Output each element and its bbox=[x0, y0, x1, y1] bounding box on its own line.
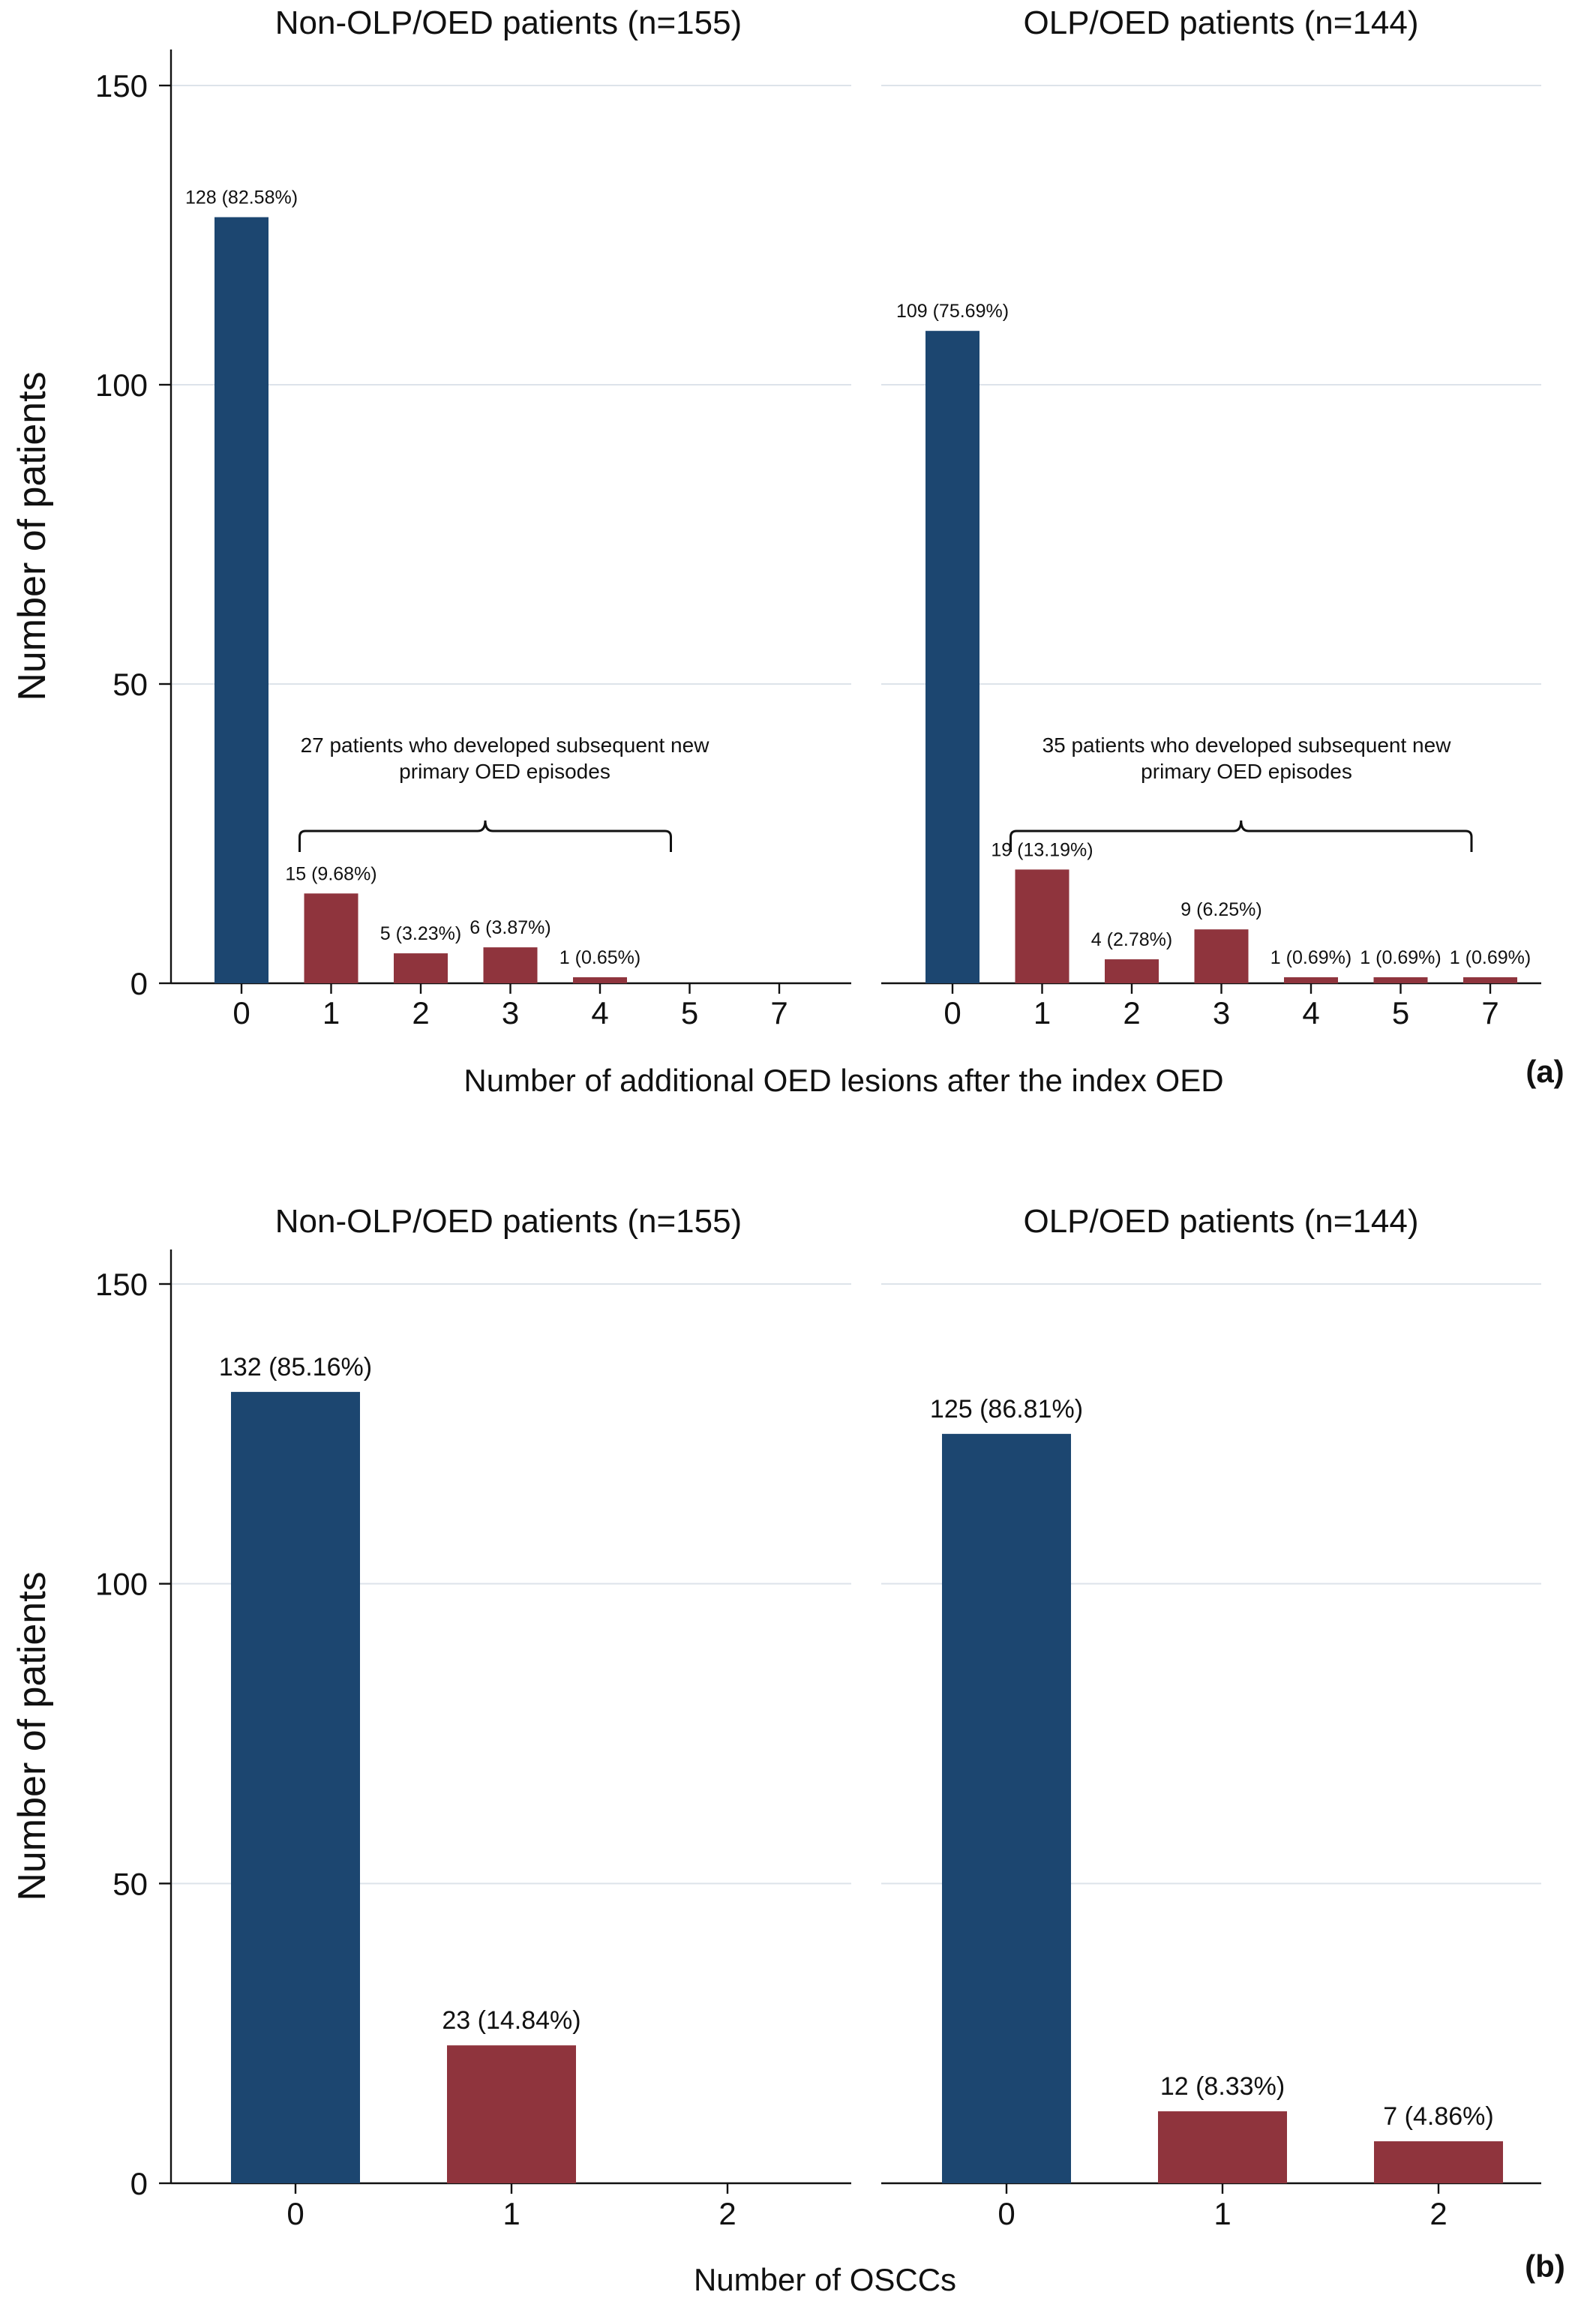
panel-a-y-tick-label-150: 150 bbox=[95, 68, 148, 104]
panel-b-y-tick-label-0: 0 bbox=[130, 2166, 148, 2201]
panel-a-x-axis-label: Number of additional OED lesions after t… bbox=[464, 1063, 1223, 1098]
panel-b-subplot-0-x-tick-label-2: 2 bbox=[718, 2196, 736, 2231]
panel-a-subplot-1-x-tick-label-5: 5 bbox=[1392, 995, 1409, 1030]
panel-a-subplot-0-data-label-3: 6 (3.87%) bbox=[470, 917, 550, 938]
panel-a-subplot-0-x-tick-label-7: 7 bbox=[770, 995, 788, 1030]
panel-a-subplot-0-bar-4 bbox=[573, 977, 627, 983]
panel-a-subplot-1-data-label-5: 1 (0.69%) bbox=[1360, 947, 1441, 968]
panel-b-letter: (b) bbox=[1525, 2248, 1565, 2284]
panel-a-right-title: OLP/OED patients (n=144) bbox=[1023, 4, 1418, 41]
panel-b-left-title: Non-OLP/OED patients (n=155) bbox=[275, 1203, 742, 1240]
panel-a-subplot-1-data-label-2: 4 (2.78%) bbox=[1091, 929, 1172, 950]
panel-a-subplot-1-x-tick-label-3: 3 bbox=[1213, 995, 1230, 1030]
panel-b-subplot-1-bar-0 bbox=[942, 1433, 1071, 2183]
panel-a-subplot-1-data-label-0: 109 (75.69%) bbox=[896, 301, 1009, 322]
panel-a-subplot-0-x-tick-label-4: 4 bbox=[591, 995, 608, 1030]
panel-a-subplot-1-bar-0 bbox=[926, 331, 980, 983]
panel-b-subplot-0-data-label-1: 23 (14.84%) bbox=[442, 2006, 580, 2035]
panel-a-subplot-1-bar-3 bbox=[1194, 929, 1249, 983]
panel-a-subplot-0-x-tick-label-2: 2 bbox=[412, 995, 429, 1030]
panel-a-subplot-1-x-tick-label-7: 7 bbox=[1481, 995, 1498, 1030]
panel-b-y-tick-label-100: 100 bbox=[95, 1567, 148, 1602]
panel-a-y-tick-label-100: 100 bbox=[95, 368, 148, 403]
panel-a-y-axis-label: Number of patients bbox=[10, 371, 54, 700]
panel-a-subplot-1-x-tick-label-2: 2 bbox=[1123, 995, 1140, 1030]
panel-a-subplot-0-bar-0 bbox=[214, 217, 268, 983]
panel-b-y-tick-label-50: 50 bbox=[112, 1866, 148, 1901]
panel-a-subplot-0-bar-2 bbox=[394, 953, 448, 983]
panel-a-subplot-1-data-label-3: 9 (6.25%) bbox=[1180, 899, 1262, 920]
panel-a-subplot-1-x-tick-label-0: 0 bbox=[944, 995, 961, 1030]
panel-b-subplot-1-data-label-0: 125 (86.81%) bbox=[930, 1395, 1083, 1424]
panel-a-left-annotation-line2: primary OED episodes bbox=[399, 760, 610, 783]
panel-a-subplot-1-bar-2 bbox=[1105, 959, 1159, 983]
panel-a-y-tick-label-50: 50 bbox=[112, 667, 148, 702]
panel-a-subplot-1-x-tick-label-4: 4 bbox=[1302, 995, 1319, 1030]
panel-a-subplot-0-x-tick-label-5: 5 bbox=[681, 995, 698, 1030]
panel-a-subplot-0-data-label-1: 15 (9.68%) bbox=[285, 863, 376, 884]
panel-a-subplot-1-bar-4 bbox=[1284, 977, 1338, 983]
panel-a-subplot-1-bar-7 bbox=[1463, 977, 1517, 983]
panel-a-left-title: Non-OLP/OED patients (n=155) bbox=[275, 4, 742, 41]
panel-a-subplot-0-data-label-4: 1 (0.65%) bbox=[560, 947, 640, 968]
panel-a-subplot-1-data-label-4: 1 (0.69%) bbox=[1270, 947, 1352, 968]
panel-a-subplot-1-bar-1 bbox=[1015, 869, 1070, 983]
panel-a-subplot-0-annotation-brace bbox=[298, 820, 672, 852]
panel-b-subplot-1-bar-1 bbox=[1158, 2111, 1287, 2183]
panel-a-letter: (a) bbox=[1526, 1054, 1564, 1089]
panel-b-subplot-0-data-label-0: 132 (85.16%) bbox=[219, 1353, 372, 1382]
panel-a-subplot-1-data-label-7: 1 (0.69%) bbox=[1450, 947, 1531, 968]
panel-a-subplot-0-data-label-0: 128 (82.58%) bbox=[185, 188, 298, 208]
panel-b-subplot-1-x-tick-label-0: 0 bbox=[998, 2196, 1015, 2231]
panel-b-subplot-0-x-tick-label-1: 1 bbox=[502, 2196, 520, 2231]
panel-b-subplot-0-x-tick-label-0: 0 bbox=[286, 2196, 304, 2231]
panel-a-subplot-0-x-tick-label-1: 1 bbox=[322, 995, 340, 1030]
panel-a-subplot-1-bar-5 bbox=[1373, 977, 1428, 983]
panel-b-right-title: OLP/OED patients (n=144) bbox=[1023, 1203, 1418, 1240]
panel-a-subplot-0-x-tick-label-0: 0 bbox=[232, 995, 250, 1030]
panel-b-subplot-0-bar-1 bbox=[447, 2045, 576, 2183]
panel-b-subplot-1-bar-2 bbox=[1374, 2141, 1503, 2183]
panel-b-y-tick-label-150: 150 bbox=[95, 1267, 148, 1302]
panel-b-subplot-1-data-label-2: 7 (4.86%) bbox=[1383, 2102, 1493, 2131]
panel-b-x-axis-label: Number of OSCCs bbox=[694, 2262, 956, 2297]
panel-a-subplot-0-bar-3 bbox=[483, 947, 538, 983]
panel-b-subplot-0-bar-0 bbox=[231, 1391, 360, 2183]
panel-b-y-axis-label: Number of patients bbox=[10, 1571, 54, 1900]
panel-a-y-tick-label-0: 0 bbox=[130, 966, 148, 1001]
panel-a-right-annotation-line2: primary OED episodes bbox=[1141, 760, 1352, 783]
panel-a-left-annotation-line1: 27 patients who developed subsequent new bbox=[301, 734, 710, 757]
panel-b-subplot-1-x-tick-label-2: 2 bbox=[1430, 2196, 1447, 2231]
panel-a-subplot-1-x-tick-label-1: 1 bbox=[1034, 995, 1051, 1030]
panel-a-subplot-0-x-tick-label-3: 3 bbox=[502, 995, 519, 1030]
panel-b-subplot-1-data-label-1: 12 (8.33%) bbox=[1160, 2072, 1285, 2101]
panel-a-right-annotation-line1: 35 patients who developed subsequent new bbox=[1042, 734, 1452, 757]
panel-a-subplot-1-annotation-brace bbox=[1010, 820, 1473, 852]
panel-a-subplot-0-bar-1 bbox=[304, 893, 358, 983]
panel-b-subplot-1-x-tick-label-1: 1 bbox=[1214, 2196, 1231, 2231]
panel-a-subplot-1-data-label-1: 19 (13.19%) bbox=[991, 839, 1093, 860]
panel-a-subplot-0-data-label-2: 5 (3.23%) bbox=[380, 923, 461, 944]
